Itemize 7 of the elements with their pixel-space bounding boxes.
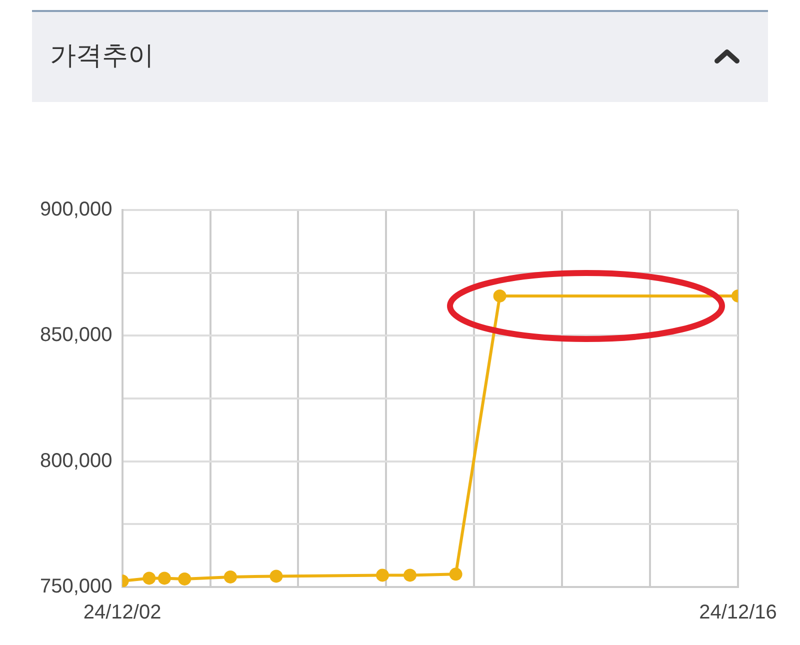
chart-title: 가격추이 [50, 40, 154, 73]
y-tick-label: 900,000 [40, 198, 112, 221]
y-tick-label: 850,000 [40, 324, 112, 346]
x-tick-label: 24/12/16 [699, 602, 777, 624]
y-tick-label: 800,000 [40, 450, 112, 472]
x-tick-label: 24/12/02 [83, 602, 162, 624]
y-tick-label: 750,000 [40, 576, 112, 598]
